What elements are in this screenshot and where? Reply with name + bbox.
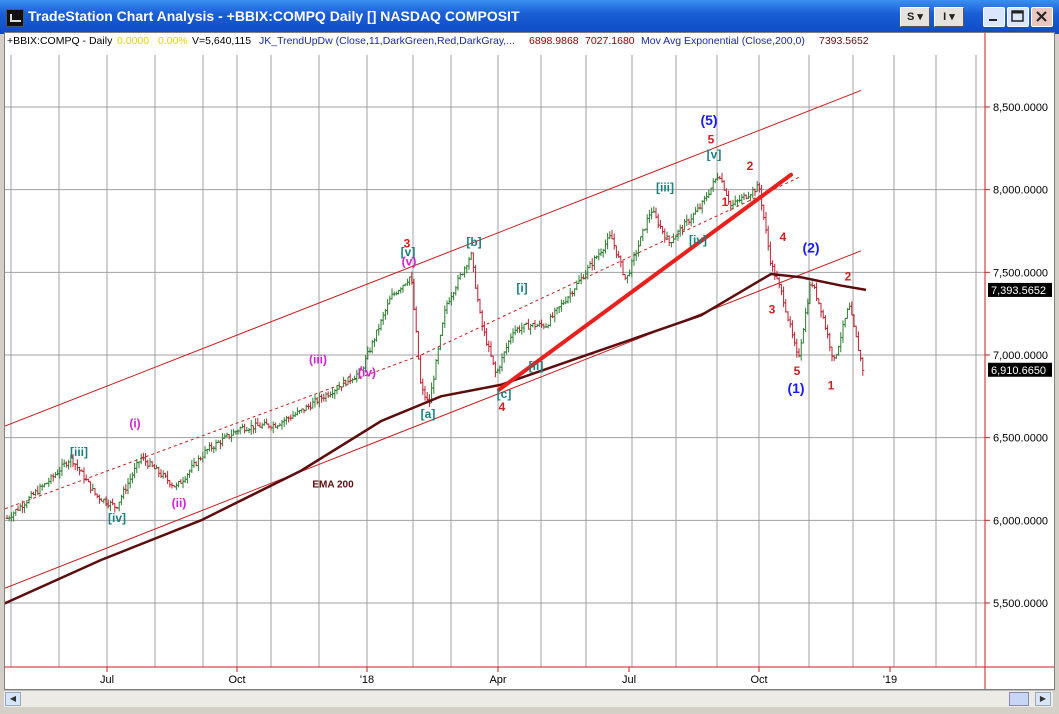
wave-label: [c]	[497, 387, 512, 401]
s-menu-button[interactable]: S ▾	[900, 7, 930, 27]
header-change-pct: 0.00%	[158, 35, 188, 47]
wave-label: 4	[780, 230, 787, 244]
header-ind-val1: 6898.9868	[529, 35, 579, 47]
wave-label: 1	[722, 195, 729, 209]
wave-label: (2)	[802, 239, 819, 255]
wave-label: 4	[499, 400, 506, 414]
tradestation-app-icon[interactable]	[6, 9, 24, 27]
wave-label: [iv]	[108, 511, 126, 525]
ema-price-label: 7,393.5652	[991, 285, 1046, 297]
x-tick-label: Apr	[489, 674, 506, 686]
minimize-icon[interactable]	[983, 7, 1005, 27]
header-symbol: +BBIX:COMPQ - Daily	[7, 35, 113, 47]
time-axis[interactable]: Jul Oct '18 Apr Jul Oct '19	[100, 667, 897, 686]
wave-label: [v]	[401, 245, 416, 259]
header-ind-val2: 7027.1680	[585, 35, 635, 47]
channel-lines	[5, 90, 862, 589]
y-tick-label: 5,500.0000	[993, 598, 1048, 610]
y-tick-label: 6,500.0000	[993, 433, 1048, 445]
channel-lower-line	[5, 250, 862, 589]
wave-label: 5	[708, 132, 715, 146]
header-indicator: JK_TrendUpDw (Close,11,DarkGreen,Red,Dar…	[259, 35, 515, 47]
channel-upper-line	[5, 90, 862, 427]
title-bar[interactable]: TradeStation Chart Analysis - +BBIX:COMP…	[0, 0, 1059, 34]
x-tick-label: Oct	[228, 674, 245, 686]
y-tick-label: 6,000.0000	[993, 515, 1048, 527]
wave-label: (1)	[787, 380, 804, 396]
wave-annotations: [iii][iv](i)(ii)(iii)(iv)EMA 2003[v](v)[…	[70, 112, 852, 525]
wave-label: 3	[769, 303, 776, 317]
chart-area[interactable]: [iii] [iv] (i) (ii) (iii) (iv) EMA 200 3 [v] (v)[…	[4, 32, 1055, 690]
wave-label: [iii]	[70, 445, 88, 459]
x-tick-label: '18	[360, 674, 374, 686]
horizontal-scrollbar[interactable]: ◀ ▶	[4, 690, 1053, 707]
window-title: TradeStation Chart Analysis - +BBIX:COMP…	[28, 8, 520, 24]
wave-label: (ii)	[172, 496, 187, 510]
wave-label: [v]	[707, 147, 722, 161]
header-mavg-val: 7393.5652	[819, 35, 869, 47]
wave-label: 1	[828, 379, 835, 393]
wave-label: 2	[747, 159, 754, 173]
wave-label: (i)	[129, 417, 140, 431]
ohlc-bars	[5, 172, 865, 522]
wave-label: 2	[845, 270, 852, 284]
indicator-header: +BBIX:COMPQ - Daily 0.0000 0.00% V=5,640…	[7, 35, 869, 47]
wave-label: 5	[794, 364, 801, 378]
wave-label: (iii)	[309, 352, 327, 366]
wave-label: [b]	[466, 235, 481, 249]
price-axis[interactable]: 5,500.0000 6,000.0000 6,500.0000 7,000.0000…	[985, 102, 1052, 610]
x-tick-label: Jul	[622, 674, 636, 686]
price-chart[interactable]: [iii][iv](i)(ii)(iii)(iv)EMA 2003[v](v)[…	[5, 33, 1054, 689]
header-volume: V=5,640,115	[192, 35, 251, 47]
wave-label: (5)	[700, 112, 717, 128]
wave-label: [iv]	[689, 233, 707, 247]
wave-label: [ii]	[529, 359, 544, 373]
maximize-icon[interactable]	[1007, 7, 1029, 27]
y-tick-label: 7,500.0000	[993, 267, 1048, 279]
scroll-left-icon[interactable]: ◀	[5, 692, 21, 706]
y-tick-label: 8,500.0000	[993, 102, 1048, 114]
wave-label: EMA 200	[312, 479, 354, 490]
header-change: 0.0000	[117, 35, 149, 47]
wave-label: [a]	[421, 407, 436, 421]
ema-price-label-box	[988, 282, 1052, 297]
y-tick-label: 7,000.0000	[993, 350, 1048, 362]
scroll-right-icon[interactable]: ▶	[1035, 692, 1051, 706]
trend-line	[497, 172, 793, 392]
close-icon[interactable]	[1031, 7, 1053, 27]
ema-200-line	[5, 272, 867, 605]
last-price-label: 6,910.6650	[991, 365, 1046, 377]
scroll-thumb[interactable]	[1009, 692, 1029, 706]
ema-200-path	[5, 272, 867, 605]
x-tick-label: '19	[883, 674, 897, 686]
y-tick-label: 8,000.0000	[993, 185, 1048, 197]
wave-label: 3	[404, 237, 411, 251]
wave-label: (v)	[402, 255, 417, 269]
wave-label: [iii]	[656, 180, 674, 194]
wave-label: [i]	[516, 281, 527, 295]
x-tick-label: Oct	[750, 674, 767, 686]
red-trend-line	[497, 172, 793, 392]
channel-mid-line	[5, 175, 802, 510]
wave-label: (iv)	[358, 365, 376, 379]
last-price-label-box	[988, 362, 1052, 377]
header-mavg: Mov Avg Exponential (Close,200,0)	[641, 35, 805, 47]
x-tick-label: Jul	[100, 674, 114, 686]
i-menu-button[interactable]: I ▾	[934, 7, 964, 27]
